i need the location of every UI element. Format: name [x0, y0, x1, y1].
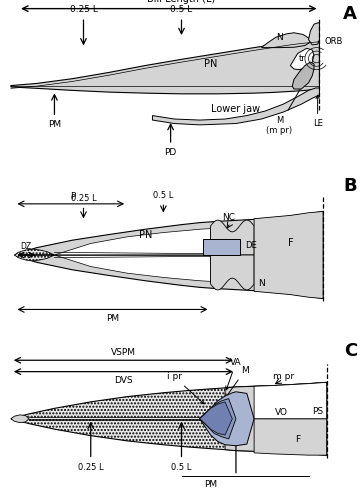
Text: PN: PN: [204, 59, 217, 69]
Polygon shape: [211, 255, 254, 290]
Text: ORB: ORB: [325, 37, 343, 46]
Polygon shape: [152, 88, 319, 125]
Text: C: C: [344, 342, 357, 359]
Text: F: F: [295, 436, 300, 444]
Polygon shape: [254, 212, 323, 298]
Text: PM: PM: [204, 480, 217, 489]
Text: 0.5 L: 0.5 L: [170, 6, 193, 15]
Text: PM: PM: [48, 120, 61, 129]
Text: DZ: DZ: [21, 242, 32, 251]
Text: P: P: [70, 192, 75, 200]
Polygon shape: [254, 406, 309, 431]
Text: B: B: [343, 176, 357, 194]
Text: i pr: i pr: [167, 372, 204, 404]
Text: tr: tr: [299, 54, 305, 63]
Polygon shape: [200, 392, 254, 446]
Text: PN: PN: [139, 230, 152, 240]
Text: Bill Length (L): Bill Length (L): [147, 0, 216, 4]
Text: F: F: [287, 238, 293, 248]
Polygon shape: [254, 419, 327, 455]
Text: 0.25 L: 0.25 L: [78, 462, 103, 471]
Polygon shape: [309, 22, 319, 45]
Text: NC: NC: [222, 213, 235, 222]
Polygon shape: [200, 398, 236, 439]
Polygon shape: [54, 255, 211, 281]
Polygon shape: [261, 33, 310, 48]
Text: 0.25 L: 0.25 L: [70, 6, 97, 15]
Polygon shape: [200, 402, 232, 435]
Polygon shape: [203, 238, 240, 255]
Text: M
(m pr): M (m pr): [266, 81, 305, 135]
Polygon shape: [225, 382, 327, 455]
Polygon shape: [290, 48, 314, 70]
Text: PS: PS: [312, 407, 323, 416]
Text: N: N: [276, 33, 283, 42]
Text: VA: VA: [226, 358, 242, 390]
Polygon shape: [15, 212, 323, 298]
Polygon shape: [11, 382, 327, 455]
Text: LE: LE: [313, 96, 323, 128]
Text: Lower jaw: Lower jaw: [211, 104, 261, 114]
Text: m pr: m pr: [273, 372, 294, 381]
Text: DVS: DVS: [114, 376, 133, 385]
Text: 0.5 L: 0.5 L: [171, 462, 192, 471]
Text: VSPM: VSPM: [111, 348, 136, 357]
Text: 0.25 L: 0.25 L: [71, 194, 96, 203]
Polygon shape: [11, 415, 29, 422]
Text: 0.5 L: 0.5 L: [153, 190, 174, 200]
Polygon shape: [54, 228, 211, 255]
Text: VO: VO: [275, 408, 288, 418]
Polygon shape: [211, 220, 254, 255]
Polygon shape: [254, 382, 327, 419]
Text: PM: PM: [106, 314, 119, 322]
Polygon shape: [11, 39, 319, 94]
Text: DE: DE: [245, 240, 257, 250]
Text: A: A: [343, 5, 357, 23]
Polygon shape: [15, 249, 54, 261]
Polygon shape: [309, 404, 327, 419]
Polygon shape: [292, 62, 314, 89]
Text: N: N: [258, 278, 265, 287]
Text: M: M: [225, 366, 249, 398]
Text: PD: PD: [164, 148, 177, 156]
